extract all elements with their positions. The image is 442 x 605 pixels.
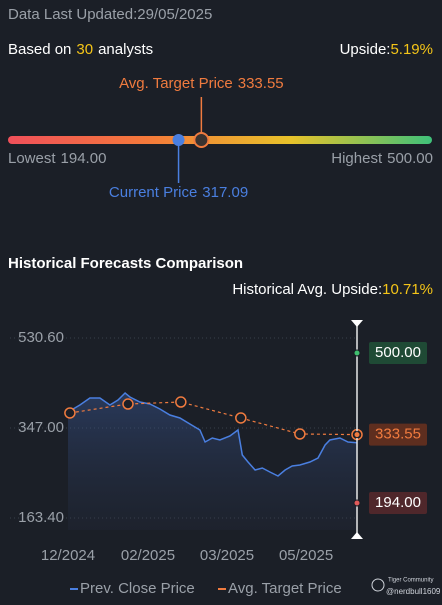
plot: 163.40 347.00 530.60 12/2024 02/2025 03/2025 0… (10, 329, 363, 564)
close-line (67, 391, 358, 477)
end-label: 333.55 (375, 426, 421, 443)
current-text: Current Price 317.09 (109, 184, 248, 201)
chart-subtitle: Historical Avg. Upside:10.71% (232, 281, 433, 298)
target-value: 333.55 (238, 75, 284, 92)
target-point (294, 428, 306, 440)
subtitle-value: 10.71% (382, 281, 433, 298)
end-labels: 500.00 333.55 194.00 (353, 341, 427, 514)
current-value: 317.09 (202, 184, 248, 201)
close-area (68, 393, 357, 530)
end-dot (353, 431, 361, 439)
watermark-logo (371, 578, 385, 592)
low-label: Lowest (8, 150, 56, 167)
analyst-count: 30 (76, 41, 93, 58)
end-dot (353, 499, 361, 507)
target-point (122, 398, 134, 410)
analysts-word: analysts (98, 41, 153, 58)
end-box (369, 423, 427, 446)
target-point (64, 407, 76, 419)
subtitle-label: Historical Avg. Upside: (232, 281, 382, 298)
y-tick-label: 530.60 (18, 329, 64, 346)
high-text: Highest 500.00 (331, 150, 433, 167)
high-label: Highest (331, 150, 383, 167)
legend: Prev. Close Price Avg. Target Price (70, 580, 342, 597)
y-tick-label: 163.40 (18, 509, 64, 526)
cursor-top (351, 320, 363, 327)
upside-label: Upside: (340, 41, 391, 58)
x-tick-label: 05/2025 (279, 547, 333, 564)
current-marker (172, 134, 185, 146)
x-tick-label: 02/2025 (121, 547, 175, 564)
cursor-bottom (351, 532, 363, 539)
gauge: Avg. Target Price 333.55 Current Price 317.… (8, 75, 433, 201)
low-text: Lowest 194.00 (8, 150, 106, 167)
end-dot (353, 349, 361, 357)
legend-label: Avg. Target Price (228, 580, 342, 597)
current-label: Current Price (109, 184, 197, 201)
high-value: 500.00 (387, 150, 433, 167)
y-tick-label: 347.00 (18, 419, 64, 436)
updated-text: Data Last Updated:29/05/2025 (8, 6, 212, 23)
target-label: Avg. Target Price (119, 75, 233, 92)
watermark-user: @nerdbull1609 (386, 587, 441, 596)
upside-value: 5.19% (390, 41, 433, 58)
target-text: Avg. Target Price 333.55 (119, 75, 284, 92)
end-box (369, 491, 427, 514)
gauge-bar (8, 136, 432, 144)
based-on: Based on (8, 41, 71, 58)
target-line (69, 401, 358, 436)
end-label: 194.00 (375, 494, 421, 511)
x-tick-label: 12/2024 (41, 547, 95, 564)
x-tick-label: 03/2025 (200, 547, 254, 564)
chart-title: Historical Forecasts Comparison (8, 255, 243, 272)
upside-text: Upside:5.19% (340, 41, 433, 58)
end-box (369, 341, 427, 364)
target-marker (193, 132, 210, 148)
analysts-text: Based on 30 analysts (8, 41, 153, 58)
target-point (175, 396, 187, 408)
end-label: 500.00 (375, 344, 421, 361)
target-point (235, 412, 247, 424)
legend-label: Prev. Close Price (80, 580, 195, 597)
watermark-brand: Tiger Community (388, 578, 433, 584)
low-value: 194.00 (61, 150, 107, 167)
